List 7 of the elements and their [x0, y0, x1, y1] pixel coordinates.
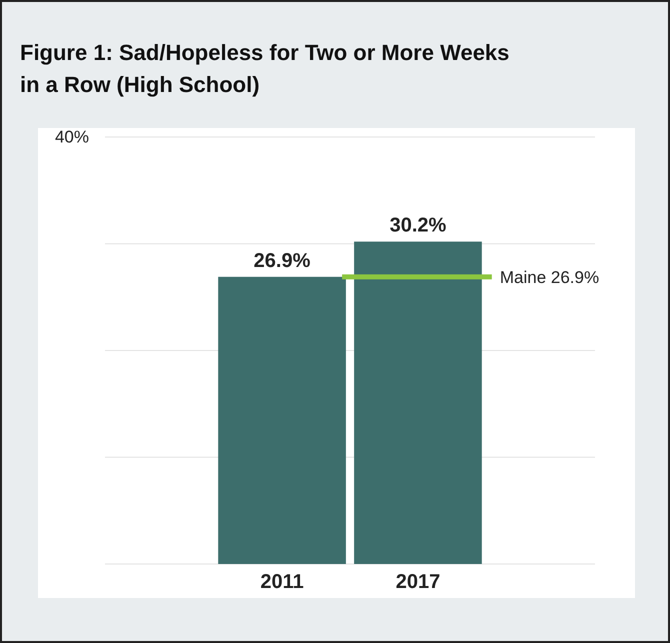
data-label: 26.9%	[254, 250, 311, 272]
x-tick-label: 2011	[260, 571, 304, 594]
ref-line-label: Maine 26.9%	[500, 268, 600, 287]
chart-title: Figure 1: Sad/Hopeless for Two or More Weeks in a Row (High School)	[20, 40, 510, 97]
y-tick-label: 40%	[54, 127, 89, 146]
data-label: 30.2%	[390, 214, 447, 237]
x-tick-label: 2017	[396, 571, 440, 594]
